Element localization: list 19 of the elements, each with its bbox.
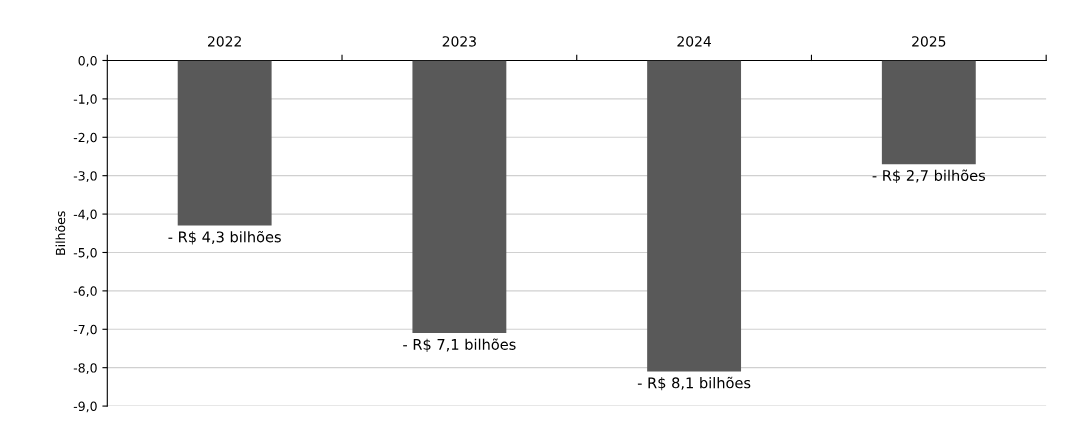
x-tick-label: 2025 <box>912 36 946 47</box>
data-label: - R$ 7,1 bilhões <box>403 338 516 352</box>
x-tick-label: 2023 <box>442 36 476 47</box>
y-tick-label: -1,0 <box>73 94 97 106</box>
y-tick-label: -9,0 <box>73 401 97 413</box>
y-tick-label: -8,0 <box>73 363 97 374</box>
y-tick-label: -2,0 <box>73 132 97 144</box>
data-label: - R$ 2,7 bilhões <box>872 169 986 183</box>
data-label: - R$ 4,3 bilhões <box>168 230 281 245</box>
y-tick-label: -5,0 <box>73 247 97 259</box>
y-tick-label: -4,0 <box>73 209 97 221</box>
y-tick-label: -6,0 <box>73 286 97 298</box>
y-tick-label: 0,0 <box>78 55 97 67</box>
y-tick-label: -3,0 <box>73 171 97 182</box>
y-axis-title: Bilhões <box>55 211 66 255</box>
x-tick-label: 2022 <box>208 36 241 47</box>
data-label: - R$ 8,1 bilhões <box>637 376 751 391</box>
y-tick-label: -7,0 <box>73 324 97 336</box>
x-tick-label: 2024 <box>677 36 711 47</box>
